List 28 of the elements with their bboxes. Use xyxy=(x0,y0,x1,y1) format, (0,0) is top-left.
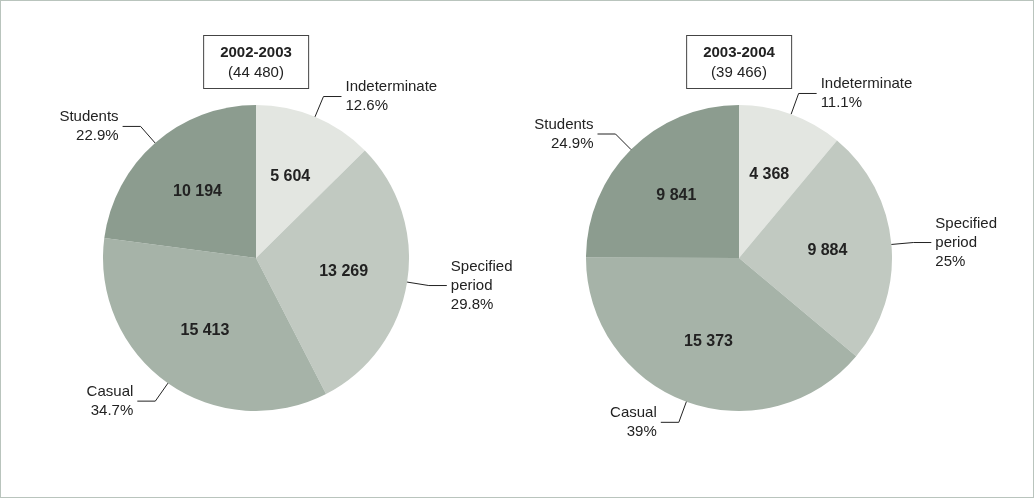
data-label: 9 841 xyxy=(656,185,697,203)
data-label: 5 604 xyxy=(270,166,311,184)
slice-label: Casual xyxy=(86,381,134,399)
slice-label: Specified period xyxy=(935,213,998,250)
data-label: 4 368 xyxy=(749,164,790,182)
text: 24.9% xyxy=(550,133,594,151)
text: 22.9% xyxy=(76,126,119,144)
slice-label: Students xyxy=(534,114,594,132)
slice-label: Indeterminate xyxy=(820,74,913,92)
text: 34.7% xyxy=(90,400,134,418)
chart-subtitle: (44 480) xyxy=(228,63,284,80)
data-label: 15 373 xyxy=(684,331,734,349)
slice-label: Casual xyxy=(610,402,657,420)
data-label: 10 194 xyxy=(173,181,223,199)
text: 12.6% xyxy=(345,96,389,114)
data-label: 9 884 xyxy=(807,240,848,258)
text: 11.1% xyxy=(820,93,863,111)
slice-label: Specified period xyxy=(450,256,513,293)
text: 25% xyxy=(935,251,966,269)
chart-subtitle: (39 466) xyxy=(711,63,767,80)
data-label: 13 269 xyxy=(319,262,369,280)
slice-label: Students xyxy=(59,107,119,125)
text: 29.8% xyxy=(450,294,494,312)
text: 39% xyxy=(626,421,657,439)
chart-title: 2003-2004 xyxy=(703,42,775,62)
chart-title: 2002-2003 xyxy=(220,42,292,62)
slice-label: Indeterminate xyxy=(345,77,438,95)
data-label: 15 413 xyxy=(180,320,230,338)
